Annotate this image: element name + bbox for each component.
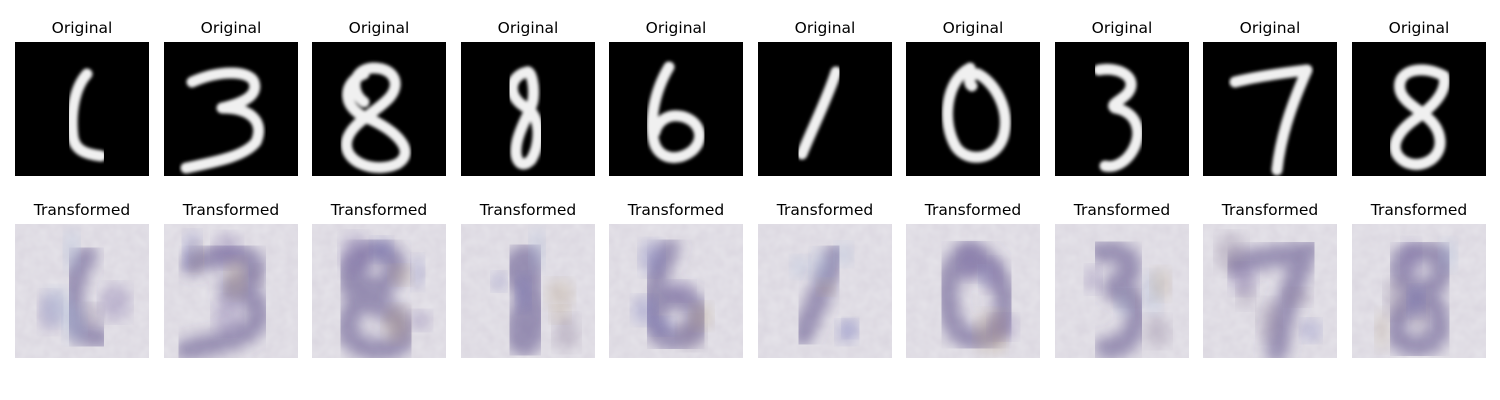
original-digit-image xyxy=(1203,42,1337,176)
original-title: Original xyxy=(1239,19,1301,37)
original-digit-image xyxy=(312,42,446,176)
digit-stroke xyxy=(646,61,705,163)
transformed-digit-image xyxy=(164,224,298,358)
transformed-digit-image xyxy=(1352,224,1486,358)
digit-stroke xyxy=(796,66,842,160)
original-title: Original xyxy=(200,19,262,37)
original-title: Original xyxy=(497,19,559,37)
original-digit-image xyxy=(758,42,892,176)
transformed-title: Transformed xyxy=(330,201,428,219)
transformed-digit-image xyxy=(461,224,595,358)
transformed-title: Transformed xyxy=(1221,201,1319,219)
original-digit-image xyxy=(15,42,149,176)
original-title: Original xyxy=(1091,19,1153,37)
transformed-title: Transformed xyxy=(924,201,1022,219)
transformed-digit-image xyxy=(312,224,446,358)
digit-stroke xyxy=(1229,64,1313,176)
original-digit-image xyxy=(461,42,595,176)
transformed-title: Transformed xyxy=(182,201,280,219)
original-digit-image xyxy=(1352,42,1486,176)
transformed-title: Transformed xyxy=(776,201,874,219)
transformed-title: Transformed xyxy=(1073,201,1171,219)
original-digit-image xyxy=(609,42,743,176)
transformed-title: Transformed xyxy=(33,201,131,219)
transformed-digit-image xyxy=(609,224,743,358)
digit-stroke xyxy=(180,67,265,174)
original-title: Original xyxy=(794,19,856,37)
digit-stroke xyxy=(1093,63,1143,172)
original-title: Original xyxy=(51,19,113,37)
transformed-digit-image xyxy=(758,224,892,358)
transformed-digit-image xyxy=(1055,224,1189,358)
transformed-digit-image xyxy=(15,224,149,358)
digit-stroke xyxy=(506,66,544,170)
digit-stroke xyxy=(341,62,411,173)
digit-stroke xyxy=(1389,64,1450,170)
original-title: Original xyxy=(645,19,707,37)
original-title: Original xyxy=(1388,19,1450,37)
digit-stroke xyxy=(66,68,107,162)
transformed-digit-image xyxy=(1203,224,1337,358)
original-digit-image xyxy=(906,42,1040,176)
original-digit-image xyxy=(164,42,298,176)
original-title: Original xyxy=(348,19,410,37)
digit-stroke xyxy=(942,62,1011,163)
original-digit-image xyxy=(1055,42,1189,176)
transformed-title: Transformed xyxy=(479,201,577,219)
original-title: Original xyxy=(942,19,1004,37)
transformed-title: Transformed xyxy=(1370,201,1468,219)
transformed-title: Transformed xyxy=(627,201,725,219)
transformed-digit-image xyxy=(906,224,1040,358)
